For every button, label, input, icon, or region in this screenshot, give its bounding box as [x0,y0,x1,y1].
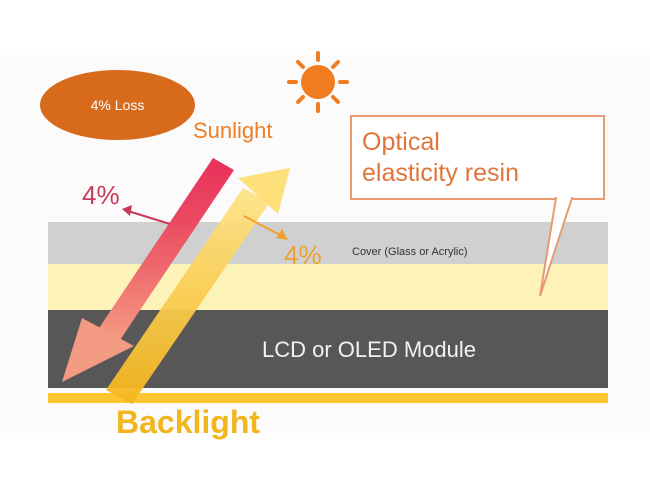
cover-layer [48,222,608,264]
module-label: LCD or OLED Module [262,337,476,362]
sun-reflection-arrow [122,205,171,225]
backlight-label: Backlight [116,404,261,440]
callout-box [350,115,605,200]
cover-label: Cover (Glass or Acrylic) [352,246,468,258]
callout-line1: Optical [362,128,440,156]
back-reflect-label: 4% [284,240,322,270]
sunlight-arrow [62,158,234,382]
callout-line2: elasticity resin [362,159,519,187]
callout-text: Optical elasticity resin [362,127,519,189]
loss-bubble: 4% Loss [40,70,195,140]
backlight-layer [48,393,608,403]
backlight-reflection-arrow [243,215,288,240]
loss-bubble-label: 4% Loss [90,97,145,113]
callout-pointer [539,197,574,297]
backlight-arrow [106,168,290,404]
sun-reflect-label: 4% [82,180,120,210]
sun-icon [287,51,349,113]
sunlight-label: Sunlight [193,118,273,143]
